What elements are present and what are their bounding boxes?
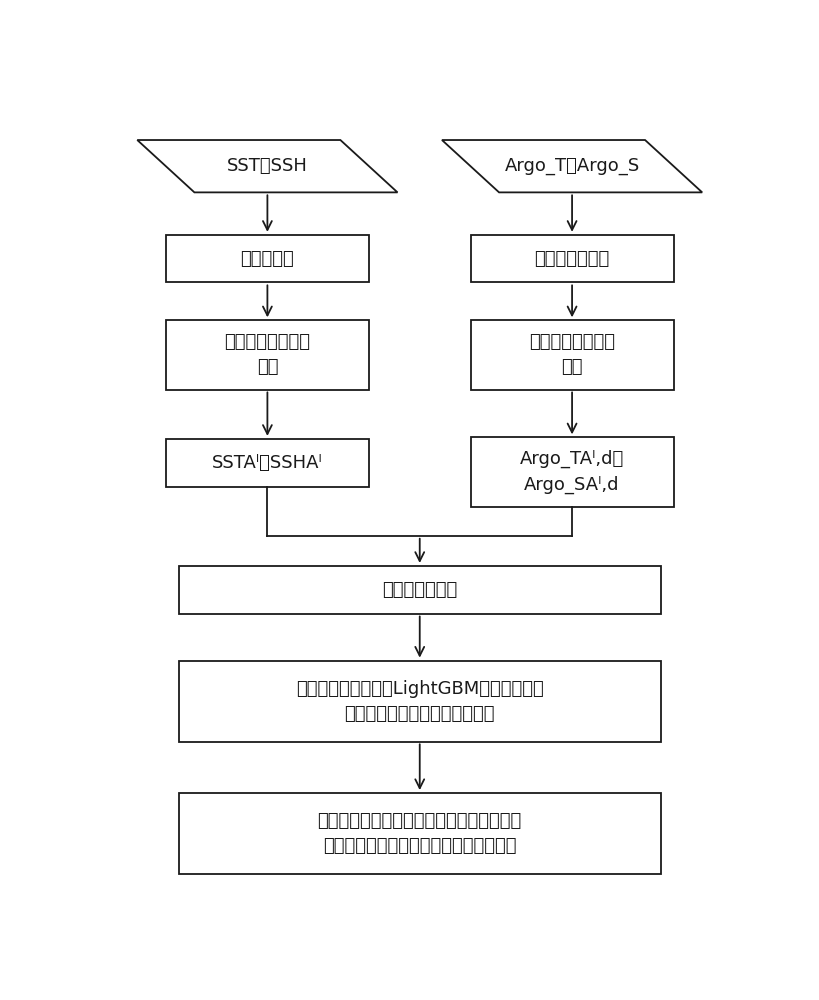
Text: Argo_TAᴵ,d、
Argo_SAᴵ,d: Argo_TAᴵ,d、 Argo_SAᴵ,d [520,450,624,494]
Polygon shape [442,140,702,192]
Polygon shape [138,140,397,192]
Text: 移除对应的多年平
均値: 移除对应的多年平 均値 [224,333,310,376]
Bar [165,235,369,282]
Bar [179,566,661,614]
Bar [470,235,673,282]
Text: 利用水下三维温盐预报模型基于海表实时温
度和海表实时高度进行水下三维温盐预报: 利用水下三维温盐预报模型基于海表实时温 度和海表实时高度进行水下三维温盐预报 [318,812,522,855]
Text: Argo_T、Argo_S: Argo_T、Argo_S [505,157,640,175]
Bar [179,793,661,874]
Bar [165,439,369,487]
Text: 利用训练数据集基于LightGBM模型进行并行
训练得到水下三维温盐预报模型: 利用训练数据集基于LightGBM模型进行并行 训练得到水下三维温盐预报模型 [296,680,544,723]
Bar [470,437,673,507]
Text: SST、SSH: SST、SSH [227,157,308,175]
Text: 构建训练数据集: 构建训练数据集 [382,581,457,599]
Bar [179,661,661,742]
Bar [470,320,673,390]
Text: SSTAᴵ、SSHAᴵ: SSTAᴵ、SSHAᴵ [212,454,323,472]
Text: 移除对应的多年平
均値: 移除对应的多年平 均値 [529,333,615,376]
Text: 最近邻插値处理: 最近邻插値处理 [535,250,609,268]
Text: 月平均处理: 月平均处理 [241,250,294,268]
Bar [165,320,369,390]
